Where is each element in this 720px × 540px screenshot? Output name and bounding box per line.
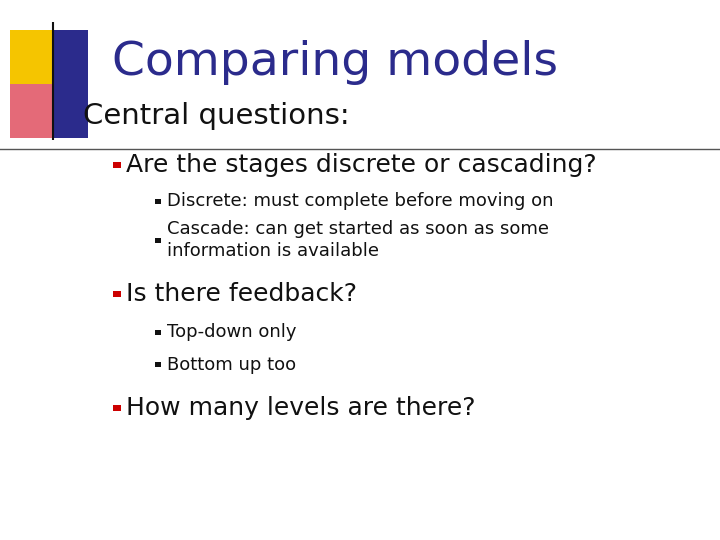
Text: How many levels are there?: How many levels are there? [126, 396, 475, 420]
Text: Top-down only: Top-down only [167, 323, 297, 341]
Bar [155, 329, 161, 334]
Bar [10, 84, 52, 138]
Bar [70, 112, 79, 119]
Bar [113, 405, 121, 410]
Text: Bottom up too: Bottom up too [167, 355, 296, 374]
Bar [113, 162, 121, 167]
Text: Are the stages discrete or cascading?: Are the stages discrete or cascading? [126, 153, 597, 177]
Bar [10, 30, 52, 84]
Text: Comparing models: Comparing models [112, 39, 557, 85]
Text: Is there feedback?: Is there feedback? [126, 282, 357, 306]
Bar [155, 362, 161, 367]
Bar [155, 238, 161, 242]
Text: Central questions:: Central questions: [83, 102, 349, 130]
Text: Cascade: can get started as soon as some
information is available: Cascade: can get started as soon as some… [167, 220, 549, 260]
Text: Discrete: must complete before moving on: Discrete: must complete before moving on [167, 192, 554, 211]
Bar [155, 199, 161, 204]
Bar [53, 30, 88, 138]
Bar [113, 292, 121, 297]
